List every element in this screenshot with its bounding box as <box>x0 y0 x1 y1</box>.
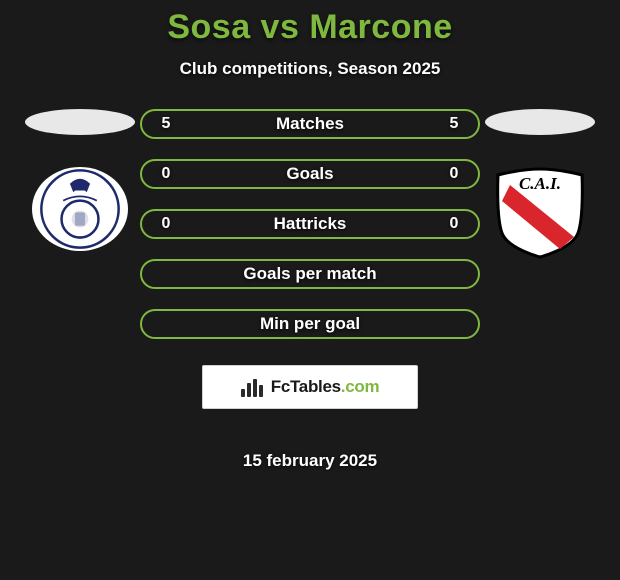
stat-left-value: 0 <box>156 215 176 233</box>
left-club-logo <box>32 167 128 251</box>
stat-label: Matches <box>176 114 444 134</box>
brand-suffix: .com <box>341 377 379 396</box>
chart-bars-icon <box>241 377 265 397</box>
page-title: Sosa vs Marcone <box>0 8 620 47</box>
stat-row-hattricks: 0 Hattricks 0 <box>140 209 480 239</box>
right-column: C.A.I. <box>480 109 600 259</box>
brand-link[interactable]: FcTables.com <box>202 365 418 409</box>
svg-text:C.A.I.: C.A.I. <box>519 174 561 193</box>
stat-left-value: 0 <box>156 165 176 183</box>
stat-label: Goals <box>176 164 444 184</box>
stats-column: 5 Matches 5 0 Goals 0 0 Hattricks 0 Goal… <box>140 109 480 471</box>
left-column <box>20 109 140 251</box>
stat-row-matches: 5 Matches 5 <box>140 109 480 139</box>
main-row: 5 Matches 5 0 Goals 0 0 Hattricks 0 Goal… <box>0 109 620 471</box>
subtitle: Club competitions, Season 2025 <box>0 59 620 79</box>
stat-left-value: 5 <box>156 115 176 133</box>
stat-row-gpm: Goals per match <box>140 259 480 289</box>
stat-row-mpg: Min per goal <box>140 309 480 339</box>
crest-icon <box>32 167 128 251</box>
stat-label: Goals per match <box>176 264 444 284</box>
shield-icon: C.A.I. <box>490 167 590 259</box>
comparison-card: Sosa vs Marcone Club competitions, Seaso… <box>0 0 620 471</box>
brand-name: FcTables <box>271 377 341 396</box>
stat-label: Min per goal <box>176 314 444 334</box>
stat-right-value: 0 <box>444 215 464 233</box>
brand-text: FcTables.com <box>271 377 380 397</box>
right-club-logo: C.A.I. <box>490 167 590 259</box>
left-player-placeholder <box>25 109 135 135</box>
stat-right-value: 5 <box>444 115 464 133</box>
stat-right-value: 0 <box>444 165 464 183</box>
stat-label: Hattricks <box>176 214 444 234</box>
date-label: 15 february 2025 <box>140 451 480 471</box>
stat-row-goals: 0 Goals 0 <box>140 159 480 189</box>
right-player-placeholder <box>485 109 595 135</box>
